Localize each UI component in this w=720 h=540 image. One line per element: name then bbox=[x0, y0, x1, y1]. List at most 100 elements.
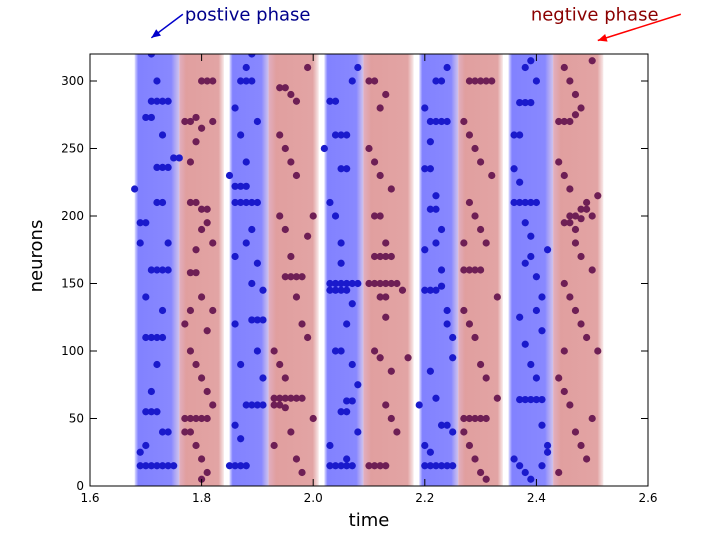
negative-spike-point bbox=[192, 113, 200, 122]
positive-spike-point bbox=[242, 77, 250, 85]
negative-spike-point bbox=[203, 219, 211, 227]
annotation-arrow-head bbox=[151, 29, 161, 38]
negative-spike-point bbox=[471, 455, 479, 463]
positive-spike-point bbox=[242, 158, 250, 166]
negative-spike-point bbox=[192, 246, 200, 254]
negative-spike-point bbox=[477, 468, 485, 477]
negative-spike-point bbox=[192, 441, 200, 450]
positive-spike-point bbox=[432, 286, 440, 294]
negative-spike-point bbox=[398, 286, 407, 294]
negative-spike-point bbox=[387, 367, 395, 375]
negative-spike-point bbox=[465, 320, 474, 328]
negative-spike-point bbox=[482, 374, 490, 382]
positive-spike-point bbox=[421, 165, 429, 173]
positive-spike-point bbox=[348, 300, 356, 308]
negative-spike-point bbox=[292, 455, 301, 463]
negative-spike-point bbox=[287, 90, 295, 99]
positive-spike-point bbox=[331, 279, 340, 288]
negative-spike-point bbox=[404, 354, 412, 362]
positive-spike-point bbox=[326, 97, 334, 105]
positive-spike-point bbox=[248, 316, 256, 324]
positive-spike-point bbox=[443, 421, 451, 429]
positive-spike-point bbox=[538, 421, 546, 429]
positive-spike-point bbox=[320, 144, 328, 153]
positive-spike-point bbox=[432, 462, 440, 470]
positive-spike-point bbox=[326, 279, 334, 288]
negative-spike-point bbox=[281, 225, 289, 234]
negative-spike-point bbox=[298, 394, 306, 402]
positive-spike-point bbox=[343, 455, 351, 463]
positive-spike-point bbox=[521, 219, 529, 227]
negative-spike-point bbox=[566, 212, 574, 220]
negative-spike-point bbox=[471, 414, 479, 423]
y-tick-label: 300 bbox=[61, 74, 84, 88]
positive-spike-point bbox=[516, 462, 524, 470]
negative-spike-point bbox=[192, 198, 200, 207]
positive-spike-point bbox=[348, 77, 356, 85]
positive-spike-point bbox=[532, 77, 541, 85]
positive-spike-point bbox=[248, 54, 256, 58]
negative-spike-point bbox=[382, 462, 390, 470]
negative-spike-point bbox=[577, 252, 585, 261]
negative-spike-point bbox=[281, 374, 289, 382]
positive-spike-point bbox=[521, 198, 529, 207]
negative-spike-point bbox=[186, 158, 195, 166]
positive-spike-point bbox=[538, 327, 546, 335]
positive-spike-point bbox=[237, 198, 245, 207]
negative-spike-point bbox=[560, 63, 568, 72]
negative-spike-point bbox=[382, 313, 390, 321]
positive-spike-point bbox=[259, 401, 267, 409]
positive-spike-point bbox=[516, 178, 524, 186]
negative-spike-point bbox=[276, 360, 284, 369]
y-tick-label: 50 bbox=[69, 412, 84, 426]
positive-spike-point bbox=[242, 63, 250, 72]
negative-spike-point bbox=[203, 387, 211, 396]
positive-spike-point bbox=[354, 381, 362, 389]
negative-spike-point bbox=[460, 306, 468, 315]
negative-spike-point bbox=[281, 273, 289, 281]
negative-spike-point bbox=[370, 252, 379, 261]
positive-spike-point bbox=[421, 104, 429, 112]
positive-spike-point bbox=[421, 246, 429, 254]
positive-spike-point bbox=[326, 462, 334, 470]
negative-spike-point bbox=[376, 279, 384, 288]
positive-spike-point bbox=[164, 97, 172, 105]
negative-spike-point bbox=[181, 117, 189, 126]
positive-spike-point bbox=[142, 441, 150, 450]
positive-spike-point bbox=[164, 163, 172, 171]
positive-spike-point bbox=[248, 77, 256, 85]
positive-phase-band-3 bbox=[229, 54, 269, 486]
negative-spike-point bbox=[482, 475, 490, 483]
positive-spike-point bbox=[158, 333, 167, 342]
positive-spike-point bbox=[337, 347, 345, 355]
negative-spike-point bbox=[198, 124, 206, 132]
positive-spike-point bbox=[136, 219, 144, 227]
positive-spike-point bbox=[153, 77, 161, 85]
positive-spike-point bbox=[331, 212, 340, 220]
negative-spike-point bbox=[555, 374, 563, 382]
negative-spike-point bbox=[560, 171, 568, 180]
positive-spike-point bbox=[426, 448, 434, 456]
negative-spike-point bbox=[477, 225, 485, 234]
x-axis-label: time bbox=[349, 510, 390, 531]
negative-spike-point bbox=[365, 77, 373, 85]
negative-spike-point bbox=[287, 273, 295, 281]
positive-spike-point bbox=[527, 99, 535, 107]
negative-spike-point bbox=[577, 441, 585, 450]
negative-spike-point bbox=[209, 117, 217, 126]
x-tick-label: 1.6 bbox=[80, 491, 99, 505]
negative-spike-point bbox=[292, 273, 301, 281]
negative-spike-point bbox=[370, 279, 379, 288]
annotation-arrow-head bbox=[597, 33, 608, 42]
positive-spike-point bbox=[158, 306, 167, 315]
negative-spike-point bbox=[376, 462, 384, 470]
positive-spike-point bbox=[231, 320, 239, 328]
positive-spike-point bbox=[437, 462, 446, 470]
positive-spike-point bbox=[337, 239, 345, 247]
negative-spike-point bbox=[192, 360, 200, 369]
positive-spike-point bbox=[348, 360, 356, 369]
positive-spike-point bbox=[538, 462, 546, 470]
positive-spike-point bbox=[343, 279, 351, 288]
negative-spike-point bbox=[482, 239, 490, 247]
positive-spike-point bbox=[354, 63, 362, 72]
